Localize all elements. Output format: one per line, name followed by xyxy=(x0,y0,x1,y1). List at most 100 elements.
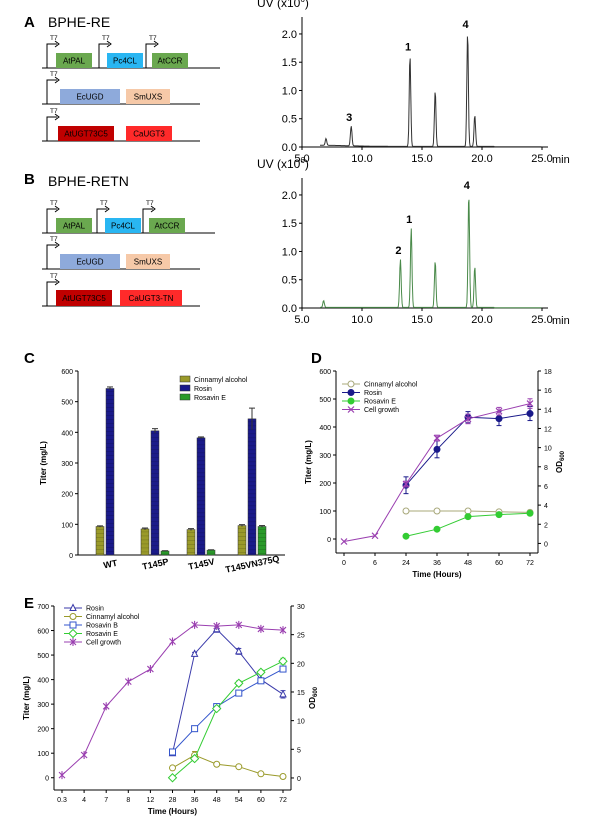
gene-label: SmUXS xyxy=(134,258,162,267)
legend-label: Rosavin E xyxy=(364,399,396,406)
y2-axis-label-subscript: 600 xyxy=(560,450,566,461)
data-point xyxy=(257,770,265,778)
y-axis-label: Titer (mg/L) xyxy=(39,441,48,485)
panel-letter-c: C xyxy=(24,350,35,367)
y-tick-label: 400 xyxy=(61,430,73,437)
bar xyxy=(257,526,267,556)
data-point xyxy=(213,622,221,631)
promoter-arrow xyxy=(98,43,109,68)
legend-marker xyxy=(69,638,77,646)
bar xyxy=(140,528,150,556)
data-point xyxy=(526,400,534,407)
x-axis-unit: min xyxy=(552,154,570,166)
data-point xyxy=(402,480,410,488)
data-point xyxy=(495,415,503,423)
category-label: WT xyxy=(102,558,118,571)
y-tick-label: 100 xyxy=(319,509,331,516)
construct-name: BPHE-RETN xyxy=(48,173,129,189)
y2-axis-label-main: OD xyxy=(308,697,317,709)
y2-tick-label: 12 xyxy=(544,426,552,433)
legend-swatch xyxy=(179,375,191,383)
y-tick-label: 0.0 xyxy=(282,142,297,154)
data-point xyxy=(191,620,198,629)
legend-marker xyxy=(69,621,77,629)
construct-diagram-a: BPHE-RE T7 T7 T7 AtPAL Pc4CL AtCCR T7 Ec… xyxy=(42,14,220,142)
y-tick-label: 200 xyxy=(37,727,49,734)
bar xyxy=(206,549,216,556)
y-tick-label: 200 xyxy=(319,481,331,488)
series-line xyxy=(172,754,284,777)
y-tick-label: 100 xyxy=(61,522,73,529)
y-axis-label-main: UV (x10 xyxy=(257,0,301,10)
data-point xyxy=(433,434,441,442)
data-point xyxy=(433,507,441,515)
y2-axis-label: OD600 xyxy=(555,450,566,473)
x-tick-label: 25.0 xyxy=(531,314,552,326)
y2-tick-label: 10 xyxy=(544,446,552,453)
gene-label: SmUXS xyxy=(134,93,162,102)
gene-label: AtPAL xyxy=(63,57,86,66)
y2-axis-label: OD600 xyxy=(308,686,319,709)
x-tick-label: 60 xyxy=(495,560,503,567)
y2-axis-label-subscript: 600 xyxy=(313,686,319,697)
promoter-label: T7 xyxy=(50,108,58,115)
x-tick-label: 4 xyxy=(82,797,86,804)
series-line xyxy=(343,403,531,542)
promoter-arrow xyxy=(46,116,57,141)
x-axis-label: Time (Hours) xyxy=(148,807,198,816)
peak-label: 1 xyxy=(406,214,412,226)
y-tick-label: 0.5 xyxy=(282,114,297,126)
y-tick-label: 1.0 xyxy=(282,246,297,258)
gene-label: EcUGD xyxy=(76,93,103,102)
y2-tick-label: 8 xyxy=(544,465,548,472)
gene-label: AtUGT73C5 xyxy=(64,130,108,139)
data-point xyxy=(169,748,176,756)
promoter-arrowhead xyxy=(150,205,156,213)
promoter-arrowhead xyxy=(54,40,60,48)
promoter-arrow xyxy=(142,208,153,233)
gene-box xyxy=(56,290,112,306)
y2-tick-label: 16 xyxy=(544,388,552,395)
y-tick-label: 0.0 xyxy=(282,303,297,315)
data-point xyxy=(191,725,199,733)
y-tick-label: 500 xyxy=(61,400,73,407)
gene-box xyxy=(126,254,170,269)
data-point xyxy=(526,509,534,517)
y2-tick-label: 15 xyxy=(297,690,305,697)
x-tick-label: 25.0 xyxy=(531,153,552,165)
gene-box xyxy=(126,126,172,141)
data-point xyxy=(371,532,379,540)
y-tick-label: 2.0 xyxy=(282,29,297,41)
gene-box xyxy=(107,53,143,68)
chromatogram-b: 0.00.51.01.52.05.0 10.0 15.0 20.0 25.0 minUV … xyxy=(257,156,570,327)
promoter-arrowhead xyxy=(106,40,112,48)
x-tick-label: 7 xyxy=(104,797,108,804)
promoter-arrow xyxy=(46,281,57,306)
y-tick-label: 300 xyxy=(319,453,331,460)
data-point xyxy=(402,532,410,540)
legend-label: Rosavin B xyxy=(86,623,118,630)
x-tick-label: 0 xyxy=(342,560,346,567)
data-point xyxy=(464,513,472,521)
promoter-arrow xyxy=(46,208,57,233)
y-axis-label-exponent: 6 xyxy=(300,0,305,4)
panel-letter-d: D xyxy=(311,350,322,367)
legend-swatch xyxy=(179,393,191,401)
y2-tick-label: 4 xyxy=(544,503,548,510)
legend-swatch xyxy=(179,384,191,392)
chromatogram-trace xyxy=(320,199,542,309)
y-axis-label-close: ) xyxy=(305,157,309,171)
data-point xyxy=(278,656,288,666)
series-line xyxy=(172,628,284,754)
y-tick-label: 500 xyxy=(37,653,49,660)
x-axis-unit: min xyxy=(552,315,570,327)
promoter-label: T7 xyxy=(50,200,58,207)
legend-marker xyxy=(69,613,77,620)
promoter-arrow xyxy=(46,43,57,68)
gene-label: Pc4CL xyxy=(111,222,136,231)
x-tick-label: 0.3 xyxy=(57,797,67,804)
y2-axis-label-main: OD xyxy=(555,461,564,473)
y-tick-label: 2.0 xyxy=(282,190,297,202)
promoter-label: T7 xyxy=(50,236,58,243)
legend-label: Rosin xyxy=(364,390,382,397)
